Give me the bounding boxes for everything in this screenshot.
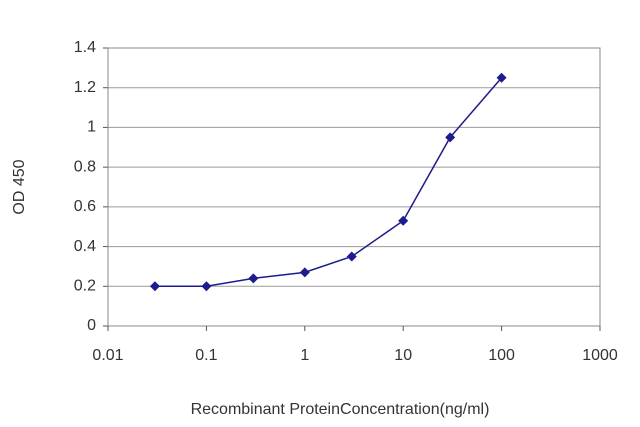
- x-tick-label: 0.01: [92, 347, 123, 364]
- x-tick-label: 0.1: [195, 347, 217, 364]
- y-tick-label: 0.6: [74, 198, 96, 215]
- y-tick-label: 0.2: [74, 278, 96, 295]
- data-point: [445, 132, 456, 143]
- y-tick-label: 1.2: [74, 79, 96, 96]
- y-axis-label: OD 450: [11, 159, 28, 214]
- y-tick-label: 0.4: [74, 238, 96, 255]
- y-tick-label: 1.4: [74, 39, 96, 56]
- x-tick-label: 1000: [582, 347, 618, 364]
- data-point: [346, 251, 357, 262]
- data-point: [398, 215, 409, 226]
- data-point: [248, 273, 259, 284]
- data-point: [201, 281, 212, 292]
- x-axis-label: Recombinant ProteinConcentration(ng/ml): [191, 401, 490, 418]
- data-point: [299, 267, 310, 278]
- data-point: [149, 281, 160, 292]
- x-tick-label: 1: [300, 347, 309, 364]
- y-tick-label: 1: [87, 119, 96, 136]
- x-tick-label: 100: [488, 347, 515, 364]
- y-tick-label: 0: [87, 317, 96, 334]
- data-line: [154, 77, 503, 288]
- y-tick-label: 0.8: [74, 158, 96, 175]
- plot-frame: [107, 47, 601, 327]
- x-tick-label: 10: [394, 347, 412, 364]
- data-point: [496, 72, 507, 83]
